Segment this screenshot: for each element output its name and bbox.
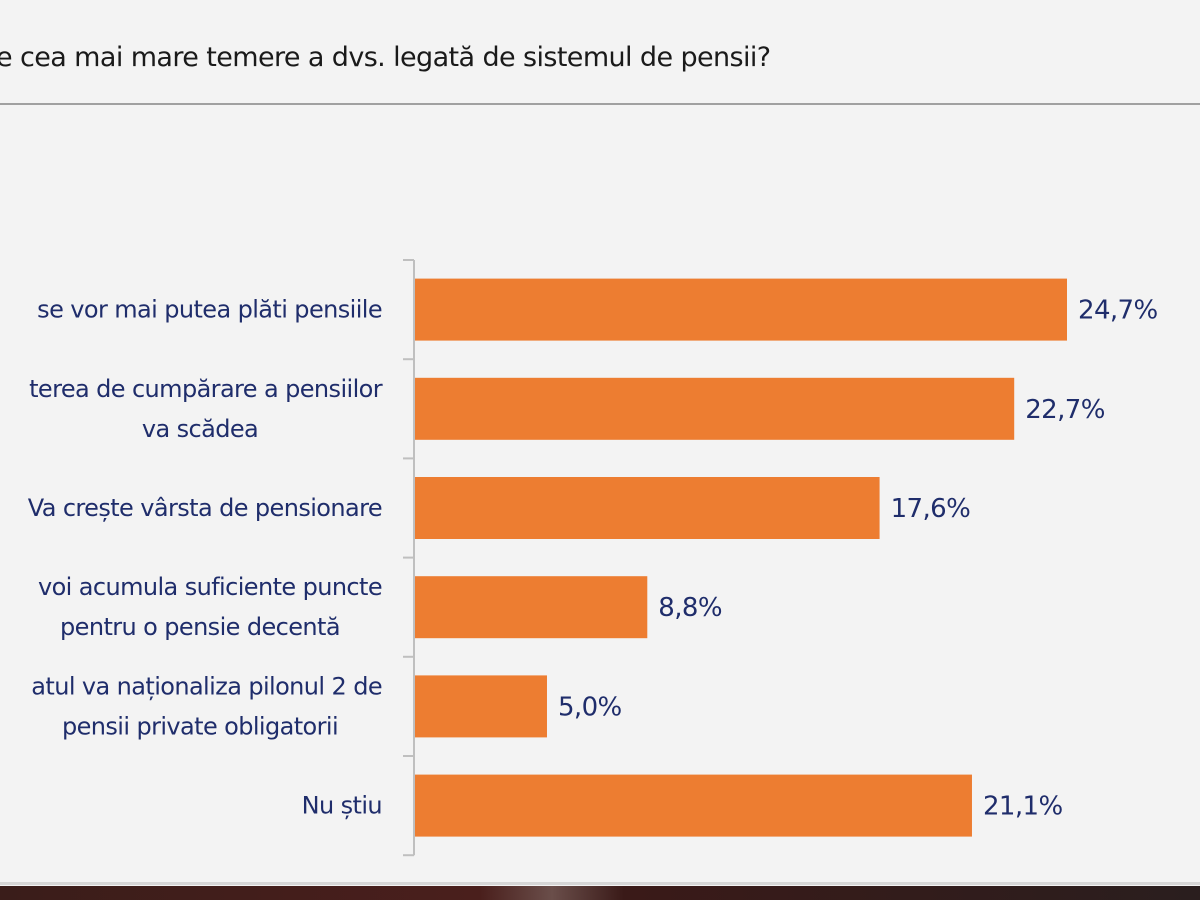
bar [415,675,547,738]
value-label: 21,1% [983,792,1063,822]
value-label: 8,8% [658,593,722,623]
category-label: terea de cumpărare a pensiilor [29,375,383,403]
bar [415,278,1067,341]
category-label: se vor mai putea plăti pensiile [37,296,382,324]
category-label: Nu știu [302,792,382,820]
title-divider [0,103,1200,105]
value-label: 24,7% [1078,296,1158,326]
category-label: pentru o pensie decentă [60,613,340,641]
window-edge [0,882,1200,885]
bar [415,477,880,539]
category-label: atul va naționaliza pilonul 2 de [31,672,382,700]
category-label: va scădea [142,415,258,443]
category-label: pensii private obligatorii [62,712,338,740]
background-strip [0,886,1200,900]
value-label: 22,7% [1025,395,1105,425]
category-label: Va crește vârsta de pensionare [28,494,382,522]
chart-title: e cea mai mare temere a dvs. legată de s… [0,42,771,73]
value-label: 17,6% [891,494,971,524]
bar [415,774,972,837]
category-label: voi acumula suficiente puncte [38,573,382,601]
bar [415,576,648,639]
value-label: 5,0% [558,692,622,722]
bar [415,377,1015,440]
